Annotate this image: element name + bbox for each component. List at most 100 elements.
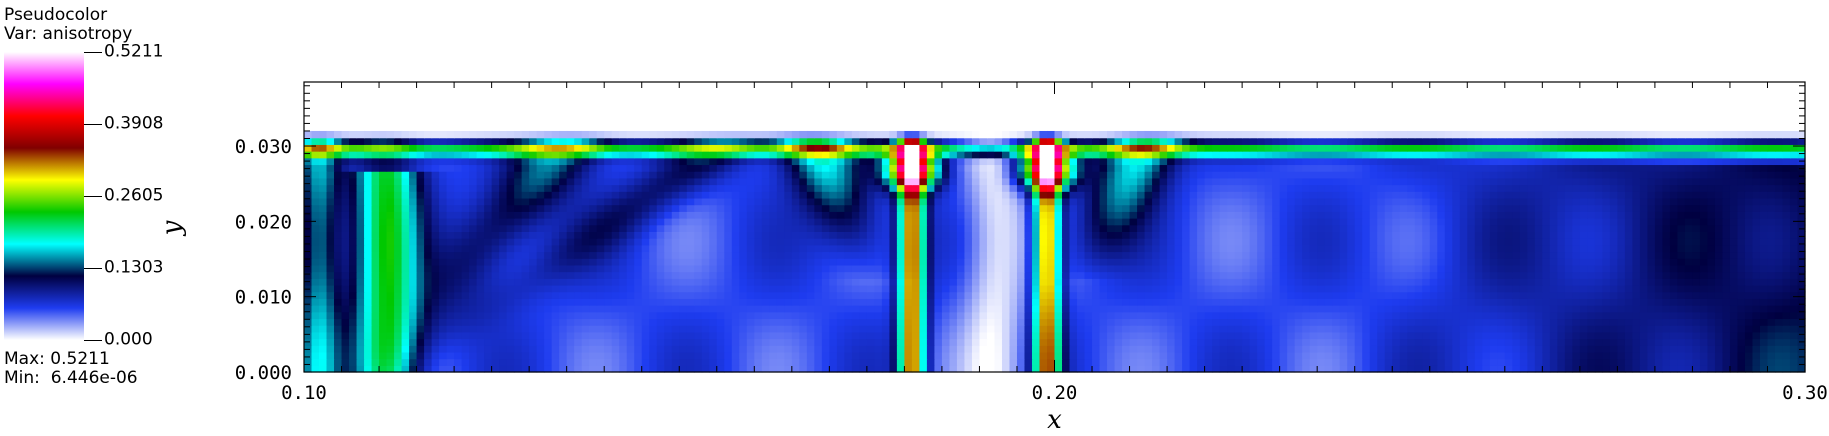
heatmap-cell xyxy=(911,345,920,353)
heatmap-cell xyxy=(1287,311,1296,320)
heatmap-cell xyxy=(836,238,845,246)
heatmap-cell xyxy=(371,331,380,340)
heatmap-cell xyxy=(1077,365,1086,373)
heatmap-cell xyxy=(769,325,778,333)
heatmap-cell xyxy=(829,271,838,279)
heatmap-cell xyxy=(574,338,583,346)
heatmap-cell xyxy=(304,258,313,266)
heatmap-cell xyxy=(866,204,875,212)
heatmap-cell xyxy=(1069,224,1078,232)
heatmap-cell xyxy=(994,351,1003,360)
heatmap-cell xyxy=(1504,238,1513,246)
legend-tick-mark xyxy=(84,196,102,197)
heatmap-cell xyxy=(896,211,905,219)
heatmap-cell xyxy=(919,238,928,246)
heatmap-cell xyxy=(1534,345,1543,353)
heatmap-cell xyxy=(1039,351,1048,360)
heatmap-cell xyxy=(806,238,815,246)
heatmap-cell xyxy=(1767,258,1776,266)
heatmap-cell xyxy=(671,318,680,326)
heatmap-cell xyxy=(1549,224,1558,232)
heatmap-cell xyxy=(1159,365,1168,373)
heatmap-cell xyxy=(319,365,328,373)
heatmap-cell xyxy=(484,298,493,306)
heatmap-cell xyxy=(1654,351,1664,360)
heatmap-cell xyxy=(1077,318,1086,326)
heatmap-cell xyxy=(506,291,515,299)
heatmap-cell xyxy=(896,365,905,373)
heatmap-cell xyxy=(1234,264,1243,273)
heatmap-cell xyxy=(334,231,343,239)
heatmap-cell xyxy=(671,251,680,259)
heatmap-cell xyxy=(686,264,695,273)
heatmap-cell xyxy=(319,218,328,226)
heatmap-cell xyxy=(701,204,710,212)
heatmap-cell xyxy=(1144,238,1153,246)
heatmap-cell xyxy=(1654,365,1664,373)
heatmap-cell xyxy=(634,338,643,346)
heatmap-cell xyxy=(754,271,763,279)
heatmap-cell xyxy=(679,345,688,353)
heatmap-cell xyxy=(1392,218,1401,226)
heatmap-cell xyxy=(1542,258,1551,266)
heatmap-cell xyxy=(844,258,853,266)
heatmap-cell xyxy=(1729,358,1739,366)
heatmap-cell xyxy=(1257,204,1266,212)
heatmap-cell xyxy=(1047,291,1056,299)
heatmap-cell xyxy=(716,244,725,253)
heatmap-cell xyxy=(791,311,800,320)
heatmap-cell xyxy=(806,358,815,366)
heatmap-cell xyxy=(994,264,1003,273)
heatmap-cell xyxy=(949,291,958,299)
heatmap-cell xyxy=(424,224,433,232)
heatmap-cell xyxy=(559,298,568,306)
heatmap-cell xyxy=(356,278,365,286)
heatmap-cell xyxy=(1609,231,1618,239)
heatmap-cell xyxy=(379,298,388,306)
heatmap-cell xyxy=(574,238,583,246)
heatmap-cell xyxy=(1159,284,1168,293)
heatmap-cell xyxy=(1197,271,1206,279)
heatmap-cell xyxy=(956,338,966,346)
heatmap-cell xyxy=(461,284,470,293)
heatmap-cell xyxy=(1422,231,1431,239)
heatmap-cell xyxy=(1294,298,1303,306)
heatmap-cell xyxy=(1024,264,1033,273)
heatmap-cell xyxy=(1204,251,1213,259)
legend-max-line: Max: 0.5211 xyxy=(4,350,138,369)
heatmap-cell xyxy=(1497,345,1506,353)
heatmap-cell xyxy=(1339,211,1348,219)
heatmap-cell xyxy=(1167,345,1176,353)
heatmap-cell xyxy=(1227,284,1236,293)
heatmap-cell xyxy=(1624,224,1633,232)
heatmap-cell xyxy=(1317,218,1326,226)
heatmap-cell xyxy=(979,244,988,253)
heatmap-cell xyxy=(649,351,658,360)
heatmap-cell xyxy=(1287,278,1296,286)
heatmap-cell xyxy=(1287,345,1296,353)
heatmap-cell xyxy=(626,345,635,353)
heatmap-cell xyxy=(724,278,733,286)
heatmap-cell xyxy=(1062,331,1071,340)
heatmap-cell xyxy=(1744,264,1754,273)
heatmap-cell xyxy=(491,271,500,279)
heatmap-cell xyxy=(1602,298,1611,306)
heatmap-cell xyxy=(1009,244,1018,253)
heatmap-cell xyxy=(1407,238,1416,246)
heatmap-cell xyxy=(679,311,688,320)
heatmap-cell xyxy=(1377,238,1386,246)
heatmap-cell xyxy=(1279,278,1288,286)
heatmap-cell xyxy=(1197,251,1206,259)
heatmap-cell xyxy=(529,325,538,333)
heatmap-cell xyxy=(949,271,958,279)
heatmap-cell xyxy=(1497,351,1506,360)
heatmap-cell xyxy=(1602,278,1611,286)
heatmap-cell xyxy=(994,338,1003,346)
heatmap-cell xyxy=(1542,244,1551,253)
heatmap-cell xyxy=(611,318,620,326)
heatmap-cell xyxy=(1407,311,1416,320)
heatmap-cell xyxy=(664,338,673,346)
heatmap-cell xyxy=(731,258,740,266)
heatmap-cell xyxy=(1422,238,1431,246)
heatmap-cell xyxy=(1009,271,1018,279)
